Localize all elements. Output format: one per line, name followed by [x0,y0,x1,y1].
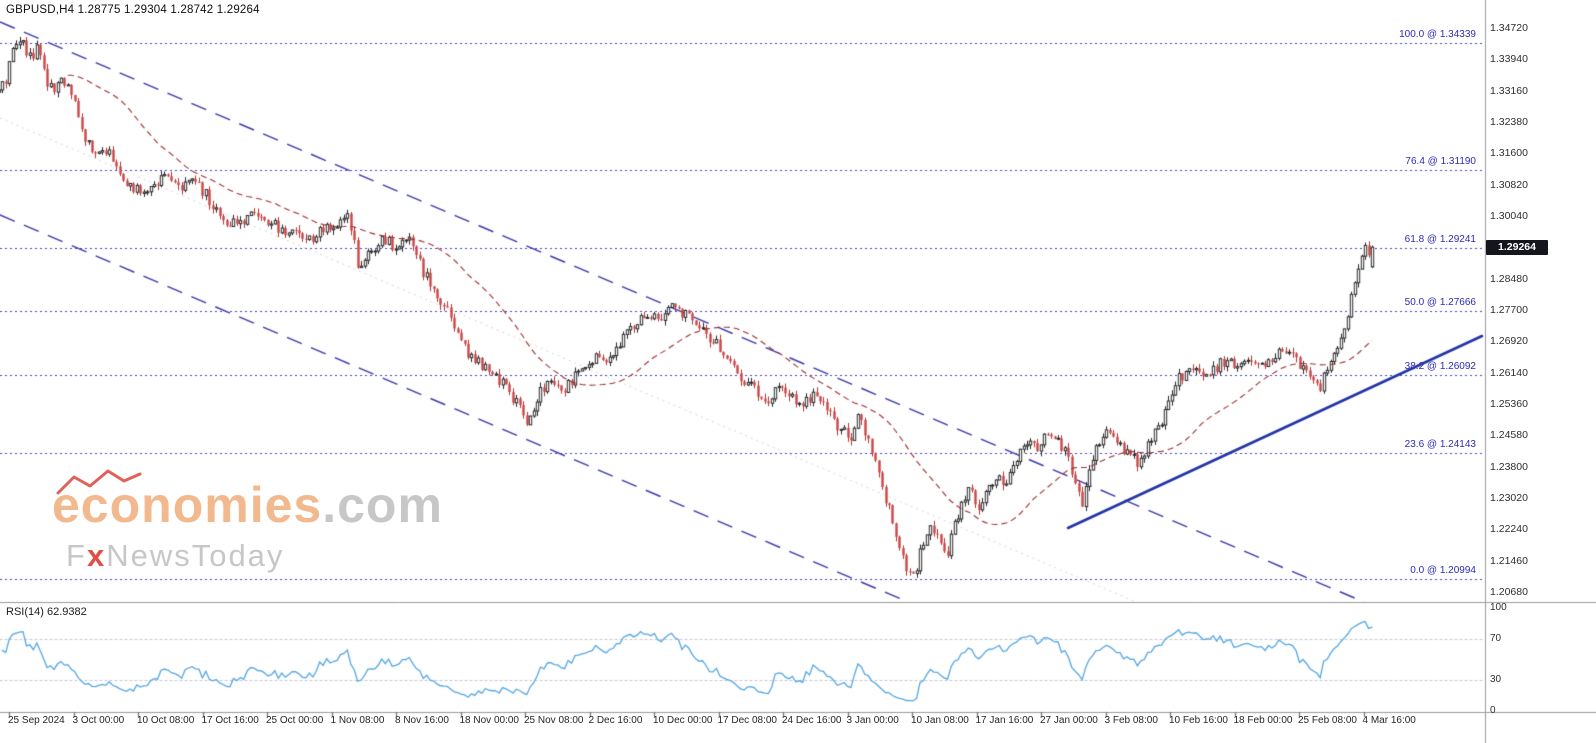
time-axis-label: 1 Nov 08:00 [330,715,385,726]
rsi-axis-label: 0 [1490,705,1496,716]
price-axis-label: 1.24580 [1490,429,1528,442]
price-axis-label: 1.31600 [1490,147,1528,160]
time-axis-label: 24 Dec 16:00 [782,715,842,726]
watermark-brand-suffix: .com [322,477,443,533]
price-axis-label: 1.26920 [1490,335,1528,348]
rsi-axis-label: 30 [1490,674,1502,686]
price-axis-label: 1.20680 [1490,586,1528,598]
price-axis-label: 1.23800 [1490,460,1528,473]
time-axis-label: 10 Jan 08:00 [911,715,969,726]
fib-level-label[interactable]: 38.2 @ 1.26092 [1404,360,1476,372]
price-axis-label: 1.34720 [1490,22,1528,34]
watermark-sub-post: NewsToday [106,538,285,573]
time-axis-label: 8 Nov 16:00 [395,715,449,726]
price-axis-label: 1.30820 [1490,178,1528,191]
watermark: economies.com FxNewsToday [52,469,443,574]
watermark-brand-text: economies [52,477,323,533]
rsi-axis-label: 70 [1490,632,1502,644]
price-axis-label: 1.28480 [1490,272,1528,285]
watermark-brand-line: economies.com [52,469,443,533]
time-axis-label: 3 Oct 00:00 [72,715,125,726]
time-axis-label: 10 Feb 16:00 [1169,715,1228,726]
fib-level-label[interactable]: 61.8 @ 1.29241 [1404,234,1476,246]
rsi-indicator-label: RSI(14) 62.9382 [6,606,87,618]
time-axis-label: 2 Dec 16:00 [588,715,643,726]
time-axis[interactable]: 25 Sep 2024 3 Oct 00:00 10 Oct 08:00 17 Oct… [0,712,1486,743]
rsi-axis-label: 100 [1490,602,1507,613]
watermark-sub-pre: F [66,538,87,573]
time-axis-label: 17 Jan 16:00 [975,715,1034,726]
price-axis-label: 1.27700 [1490,304,1528,316]
time-axis-label: 4 Mar 16:00 [1362,715,1416,726]
time-axis-label: 3 Feb 08:00 [1104,715,1158,726]
price-axis-label: 1.33160 [1490,84,1528,97]
watermark-chart-zigzag-icon [56,469,142,495]
fib-level-label[interactable]: 50.0 @ 1.27666 [1404,297,1476,309]
price-axis-label: 1.23020 [1490,492,1528,504]
current-price-tag: 1.29264 [1486,239,1548,255]
price-axis[interactable]: 1.34720 1.33940 1.33160 1.32380 1.31600 1.308… [1486,0,1596,743]
watermark-sub-x: x [86,538,107,573]
price-axis-label: 1.21460 [1490,554,1528,567]
fib-level-label[interactable]: 76.4 @ 1.31190 [1405,155,1476,167]
time-axis-label: 17 Dec 08:00 [717,715,778,726]
price-axis-label: 1.33940 [1490,53,1528,66]
time-axis-label: 27 Jan 00:00 [1040,715,1098,726]
price-axis-label: 1.32380 [1490,116,1528,128]
symbol-ohlc-title: GBPUSD,H4 1.28775 1.29304 1.28742 1.2926… [6,4,260,16]
price-axis-label: 1.26140 [1490,366,1528,379]
watermark-subbrand: FxNewsToday [52,538,443,574]
price-axis-label: 1.25360 [1490,398,1528,410]
fib-level-label[interactable]: 0.0 @ 1.20994 [1410,565,1476,577]
time-axis-label: 17 Oct 16:00 [201,715,259,726]
time-axis-label: 10 Dec 00:00 [653,715,713,726]
time-axis-label: 18 Nov 00:00 [459,715,520,726]
time-axis-label: 25 Feb 08:00 [1298,715,1357,726]
fib-level-label[interactable]: 23.6 @ 1.24143 [1404,438,1476,450]
time-axis-label: 3 Jan 00:00 [846,715,899,726]
time-axis-label: 10 Oct 08:00 [137,715,195,726]
price-axis-label: 1.30040 [1490,210,1528,222]
time-axis-label: 25 Oct 00:00 [266,715,324,726]
price-axis-label: 1.22240 [1490,523,1528,536]
time-axis-label: 25 Nov 08:00 [524,715,584,726]
time-axis-label: 18 Feb 00:00 [1233,715,1293,726]
time-axis-label: 25 Sep 2024 [8,715,65,726]
fib-level-label[interactable]: 100.0 @ 1.34339 [1399,29,1476,41]
